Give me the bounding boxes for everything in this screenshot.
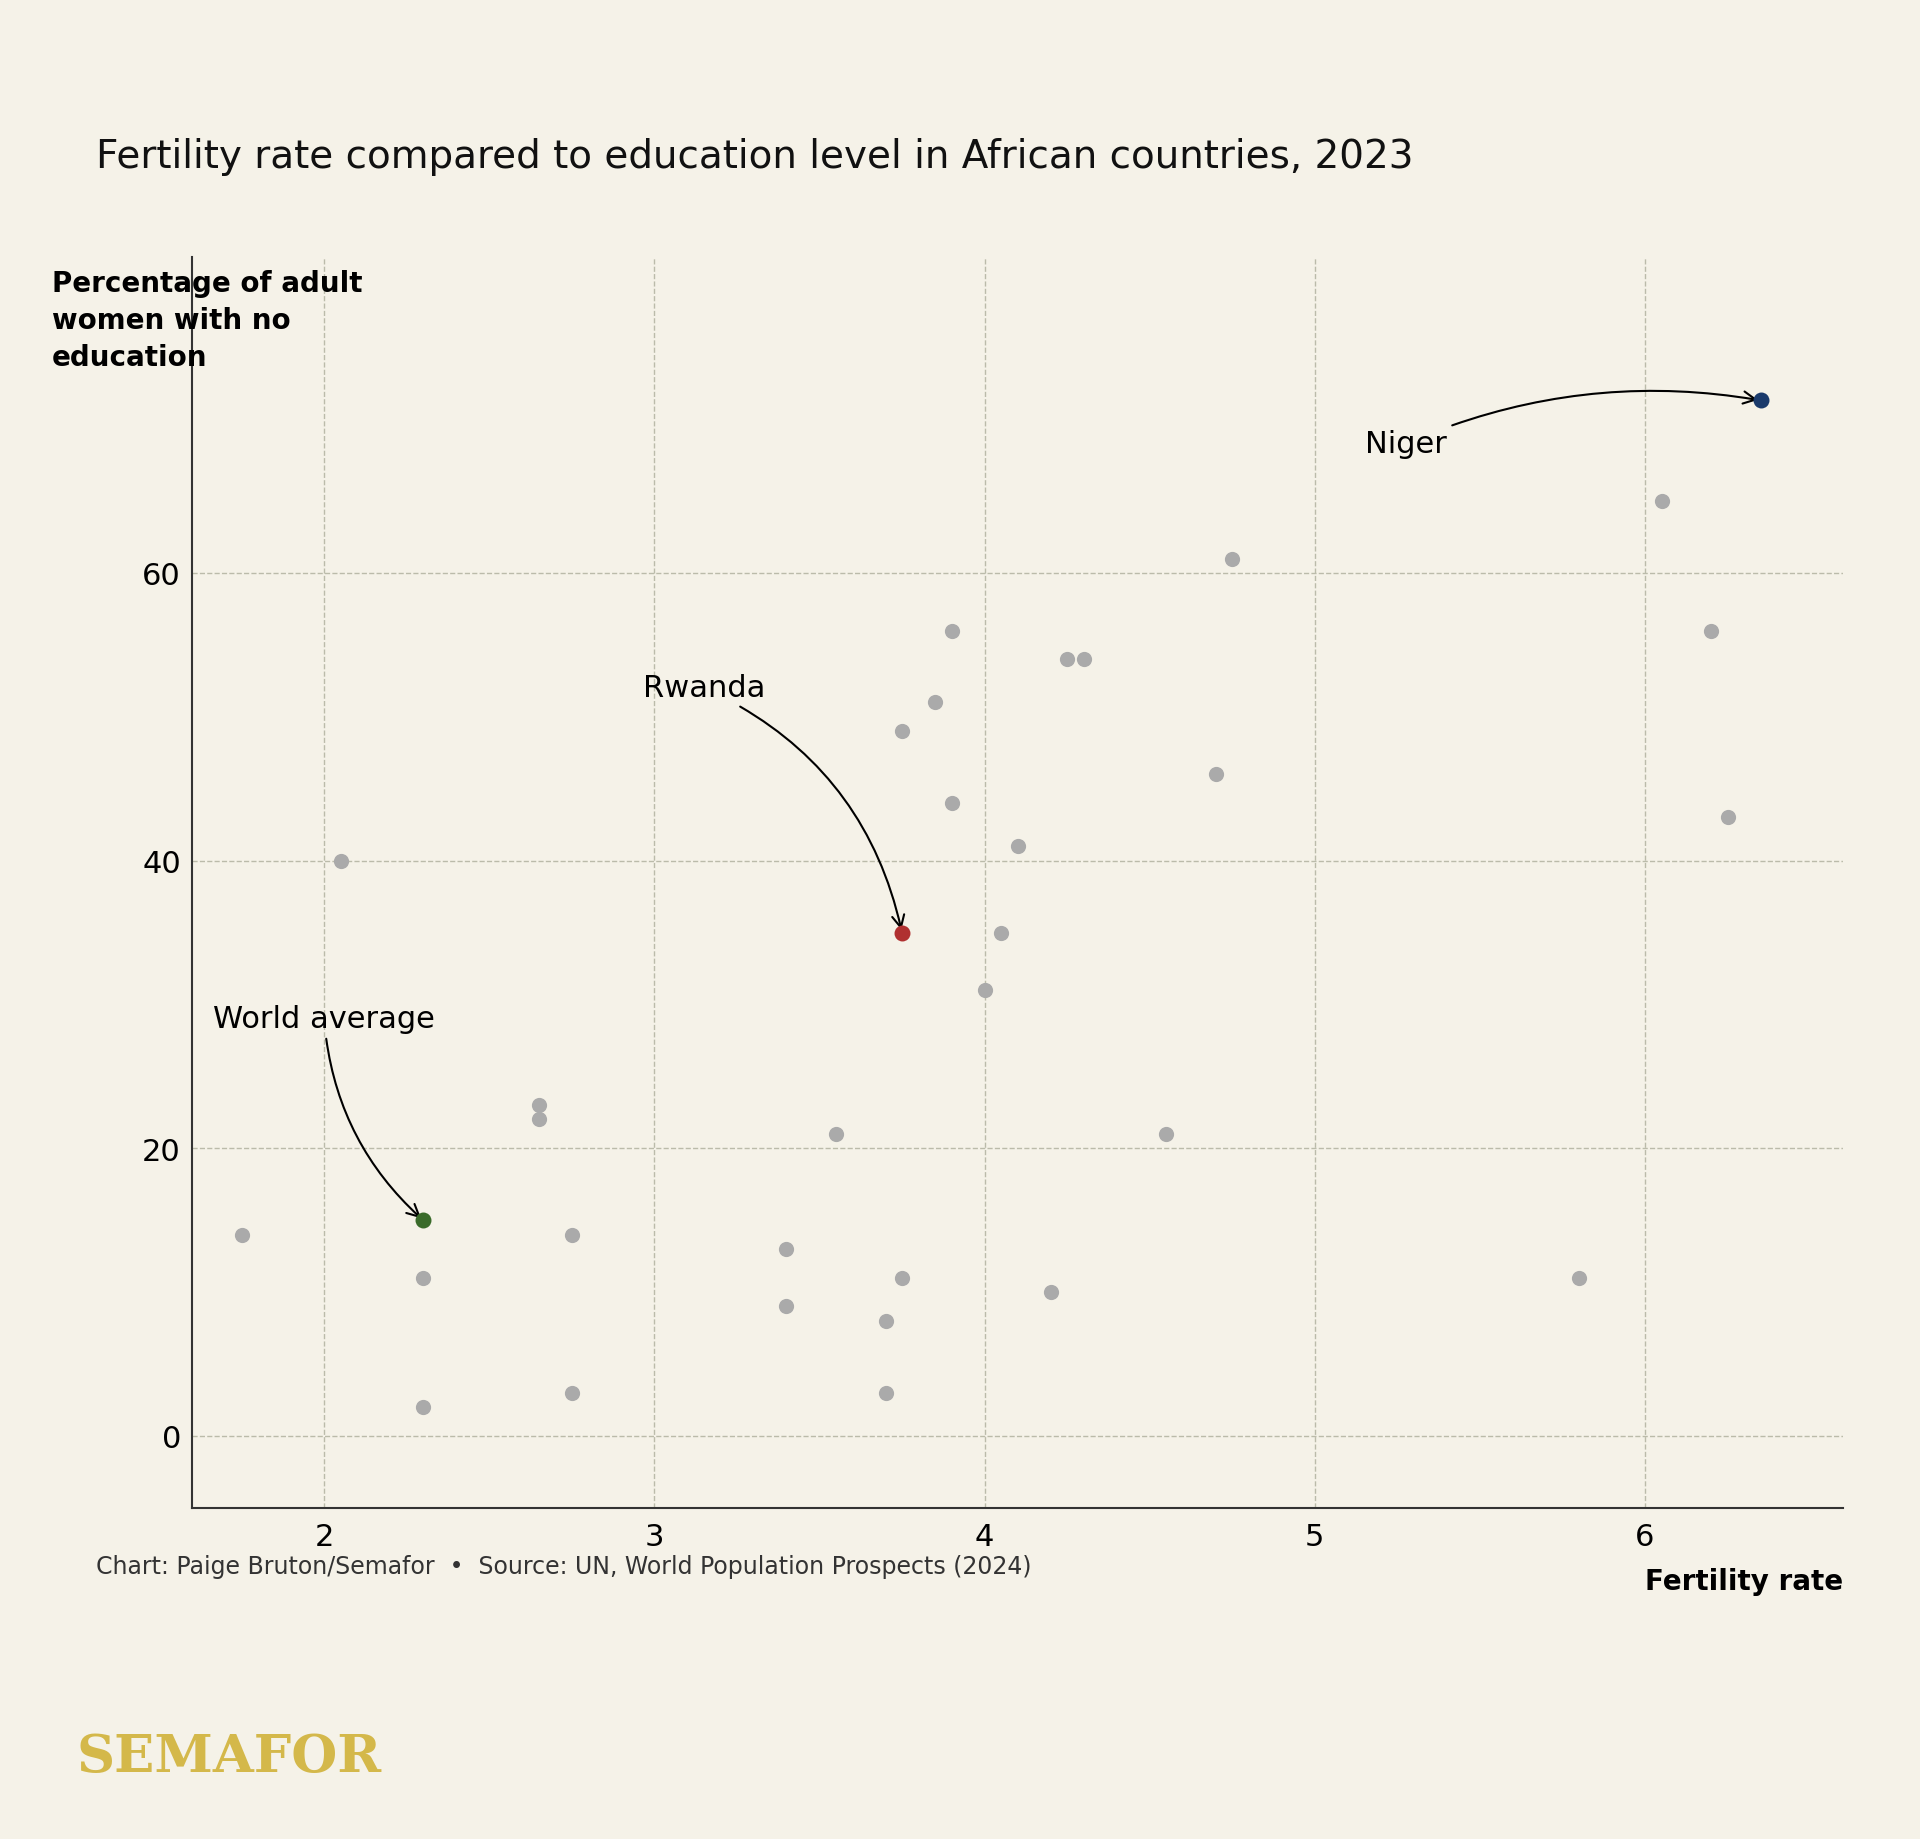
Point	[870, 1377, 900, 1407]
Point	[820, 1120, 851, 1149]
Point	[772, 1293, 803, 1322]
Point	[937, 789, 968, 818]
Point	[407, 1263, 438, 1293]
Text: Percentage of adult
women with no
education: Percentage of adult women with no educat…	[52, 270, 363, 371]
Point	[1002, 831, 1033, 861]
Text: Fertility rate compared to education level in African countries, 2023: Fertility rate compared to education lev…	[96, 138, 1413, 177]
Point	[970, 977, 1000, 1006]
Point	[1695, 616, 1726, 645]
Point	[937, 616, 968, 645]
Text: SEMAFOR: SEMAFOR	[77, 1730, 382, 1782]
Point	[1745, 386, 1776, 416]
Text: Rwanda: Rwanda	[643, 675, 904, 929]
Point	[1713, 804, 1743, 833]
Point	[772, 1234, 803, 1263]
Point	[1035, 1278, 1066, 1308]
Text: Chart: Paige Bruton/Semafor  •  Source: UN, World Population Prospects (2024): Chart: Paige Bruton/Semafor • Source: UN…	[96, 1554, 1031, 1578]
Point	[524, 1091, 555, 1120]
Point	[1068, 645, 1098, 675]
Point	[557, 1377, 588, 1407]
Point	[985, 918, 1016, 947]
Point	[887, 717, 918, 747]
Point	[887, 918, 918, 947]
Point	[920, 688, 950, 717]
Text: Niger: Niger	[1365, 392, 1755, 458]
Point	[870, 1306, 900, 1335]
Point	[1217, 544, 1248, 574]
Point	[524, 1105, 555, 1135]
Point	[407, 1392, 438, 1422]
Point	[407, 1206, 438, 1236]
Point	[557, 1219, 588, 1249]
Text: World average: World average	[213, 1004, 436, 1217]
Point	[1052, 645, 1083, 675]
Point	[1150, 1120, 1181, 1149]
Point	[1645, 487, 1676, 517]
Point	[324, 846, 355, 875]
Point	[1200, 760, 1231, 789]
Point	[227, 1219, 257, 1249]
Point	[1563, 1263, 1594, 1293]
X-axis label: Fertility rate: Fertility rate	[1645, 1567, 1843, 1596]
Point	[887, 1263, 918, 1293]
